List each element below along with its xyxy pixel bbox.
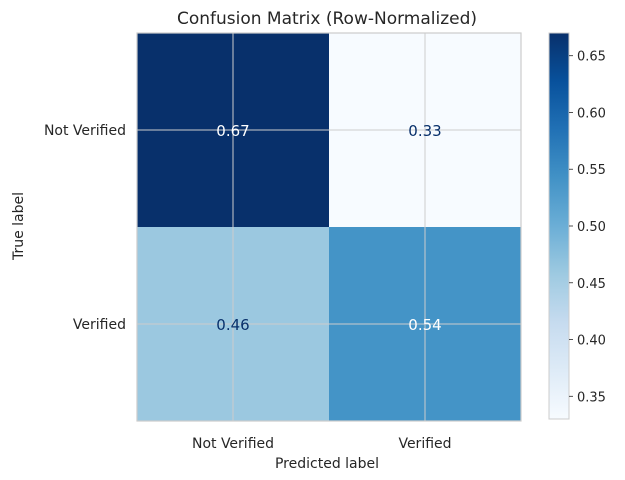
colorbar-tick-label: 0.40	[577, 334, 606, 349]
chart-title: Confusion Matrix (Row-Normalized)	[177, 9, 477, 29]
heatmap-frame	[136, 32, 522, 422]
colorbar-tick-label: 0.50	[577, 220, 606, 235]
cell-value-label: 0.33	[408, 122, 441, 140]
colorbar-tick-label: 0.35	[577, 390, 606, 405]
x-axis-label: Predicted label	[275, 456, 379, 472]
colorbar-tick-label: 0.60	[577, 106, 606, 121]
colorbar: 0.35 0.40 0.45 0.50 0.55 0.60 0.65	[548, 32, 606, 420]
colorbar-tick-label: 0.45	[577, 277, 606, 292]
x-tick-label: Verified	[398, 436, 451, 452]
y-tick-label: Not Verified	[44, 123, 126, 139]
y-tick-label: Verified	[73, 317, 126, 333]
x-tick-label: Not Verified	[192, 436, 274, 452]
colorbar-tick-label: 0.55	[577, 163, 606, 178]
cell-value-label: 0.54	[408, 316, 441, 334]
cell-value-label: 0.67	[216, 122, 249, 140]
colorbar-tick-label: 0.65	[577, 50, 606, 65]
cell-value-label: 0.46	[216, 316, 249, 334]
colorbar-gradient	[548, 32, 570, 420]
y-axis-label: True label	[11, 192, 27, 261]
heatmap-area: 0.67 0.33 0.46 0.54 Not Verified Verified Not …	[44, 32, 522, 452]
